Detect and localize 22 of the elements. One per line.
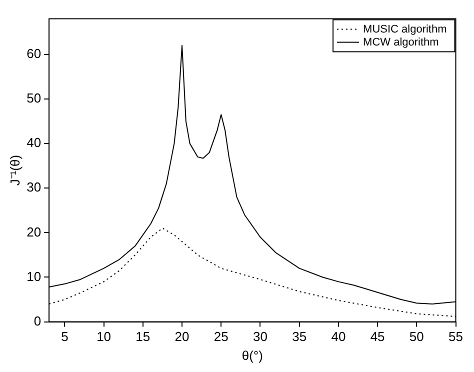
legend-label: MCW algorithm — [363, 36, 439, 48]
x-tick-label: 5 — [61, 329, 68, 344]
y-tick-label: 10 — [26, 268, 42, 284]
x-axis-title: θ(°) — [242, 348, 263, 363]
x-tick-label: 35 — [292, 329, 307, 344]
x-tick-label: 30 — [253, 329, 268, 344]
x-tick-label: 25 — [214, 329, 228, 344]
x-tick-label: 45 — [370, 329, 385, 344]
x-tick-label: 50 — [409, 329, 424, 344]
y-tick-label: 50 — [26, 90, 42, 106]
y-tick-label: 60 — [26, 46, 42, 62]
y-tick-label: 0 — [34, 313, 42, 328]
x-tick-label: 20 — [174, 329, 190, 344]
x-tick-label: 55 — [448, 329, 464, 344]
y-tick-label: 40 — [26, 135, 42, 150]
y-tick-label: 30 — [26, 180, 42, 195]
x-tick-label: 15 — [136, 329, 150, 344]
x-tick-label: 10 — [96, 329, 112, 344]
y-tick-label: 20 — [26, 224, 42, 240]
x-tick-label: 40 — [331, 329, 346, 344]
legend-label: MUSIC algorithm — [363, 23, 447, 36]
y-axis-title: J⁻¹(θ) — [7, 154, 22, 186]
